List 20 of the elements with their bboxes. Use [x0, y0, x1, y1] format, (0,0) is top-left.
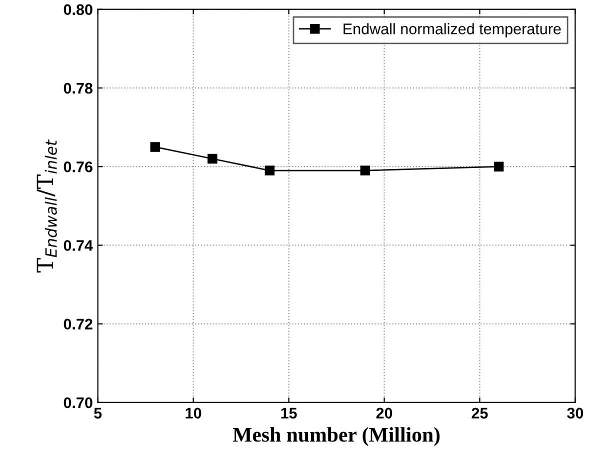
x-tick-label: 25: [472, 408, 488, 419]
x-tick-label: 20: [376, 408, 392, 419]
x-tick-label: 15: [281, 408, 297, 419]
point: [360, 166, 370, 176]
x-axis-title: Mesh number (Million): [232, 427, 440, 446]
point: [494, 162, 504, 172]
y-axis-title: T$_{Endwall}$/T$_{inlet}$: [36, 139, 57, 272]
point: [208, 154, 218, 164]
y-tick-label: 0.78: [64, 82, 93, 94]
point: [150, 142, 160, 152]
point: [264, 166, 275, 176]
x-tick-label: 5: [94, 408, 102, 419]
y-tick-label: 0.74: [64, 240, 93, 251]
y-tick-label: 0.76: [64, 161, 92, 172]
x-tick-label: 10: [186, 408, 202, 419]
y-tick-label: 0.70: [64, 397, 92, 408]
y-tick-label: 0.72: [64, 318, 92, 330]
y-tick-label: 0.80: [64, 4, 92, 16]
legend-label: Endwall normalized temperature: [344, 23, 561, 38]
x-tick-label: 30: [567, 408, 584, 419]
